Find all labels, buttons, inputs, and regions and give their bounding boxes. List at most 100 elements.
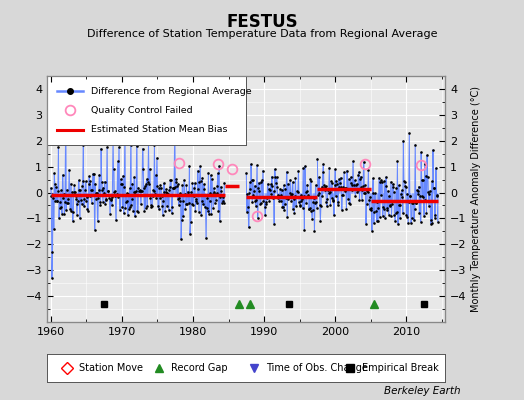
Point [93, 218, 102, 224]
Point [67, 180, 75, 187]
Point [372, 208, 380, 214]
Point [411, 142, 419, 148]
Point [90, 227, 99, 233]
Point [362, 220, 370, 227]
Point [47, 193, 56, 200]
Point [127, 202, 136, 208]
Point [67, 208, 75, 214]
Point [282, 195, 290, 202]
Point [272, 180, 280, 187]
Point [181, 206, 190, 212]
Point [52, 198, 61, 204]
Point [61, 199, 69, 205]
Point [117, 181, 126, 187]
Point [146, 166, 154, 172]
Point [180, 190, 189, 197]
Point [401, 183, 409, 190]
Point [380, 178, 389, 184]
Point [264, 180, 272, 187]
Point [251, 198, 259, 204]
Point [329, 197, 337, 203]
Point [381, 215, 389, 221]
Point [48, 249, 57, 255]
Point [354, 187, 362, 194]
Point [281, 200, 289, 207]
Point [96, 198, 104, 205]
Point [103, 188, 112, 194]
Point [325, 165, 333, 171]
Point [119, 172, 127, 179]
Point [321, 184, 329, 190]
Point [413, 188, 422, 194]
Point [430, 185, 439, 192]
Point [419, 194, 428, 200]
Point [261, 199, 270, 205]
Point [115, 192, 124, 198]
Point [104, 188, 112, 194]
Point [192, 196, 200, 202]
Point [123, 190, 131, 196]
Point [196, 163, 204, 169]
Point [386, 203, 394, 209]
Point [215, 163, 223, 169]
Point [344, 196, 353, 202]
Point [268, 174, 276, 180]
Point [433, 218, 442, 225]
Point [212, 190, 221, 196]
Point [187, 189, 195, 195]
Point [289, 206, 297, 212]
Point [179, 198, 188, 204]
Point [167, 177, 175, 184]
Point [192, 198, 201, 204]
Point [291, 175, 300, 181]
Point [349, 158, 357, 165]
Point [220, 199, 228, 206]
Point [264, 194, 272, 200]
Point [399, 138, 408, 144]
Point [386, 202, 395, 208]
Point [305, 204, 314, 211]
Point [332, 178, 341, 184]
Point [107, 202, 116, 209]
Point [75, 215, 84, 222]
Point [210, 185, 218, 192]
Point [120, 184, 128, 190]
Point [283, 180, 292, 187]
Point [73, 211, 81, 218]
Point [200, 186, 208, 192]
Point [170, 184, 178, 191]
Point [424, 188, 432, 195]
Point [80, 196, 89, 202]
Point [51, 198, 60, 204]
Point [346, 174, 355, 180]
Point [355, 197, 364, 204]
Point [151, 191, 159, 198]
Point [109, 140, 117, 146]
Point [395, 182, 403, 189]
Point [350, 186, 358, 192]
Point [172, 178, 181, 185]
Point [208, 176, 216, 182]
Point [83, 206, 92, 213]
Point [158, 203, 166, 209]
Point [309, 207, 317, 214]
Point [409, 198, 418, 204]
Point [191, 208, 200, 214]
Point [326, 202, 335, 208]
Point [169, 184, 178, 191]
Point [307, 208, 315, 215]
Point [411, 200, 420, 206]
Point [334, 199, 342, 206]
Point [187, 219, 195, 225]
Point [64, 200, 73, 206]
Point [319, 169, 327, 175]
Point [155, 206, 163, 212]
Point [219, 194, 227, 201]
Point [361, 182, 369, 188]
Point [265, 186, 273, 192]
Point [427, 217, 435, 224]
Text: Station Move: Station Move [79, 363, 143, 373]
Point [377, 177, 386, 184]
Point [325, 188, 334, 195]
Point [293, 188, 301, 194]
